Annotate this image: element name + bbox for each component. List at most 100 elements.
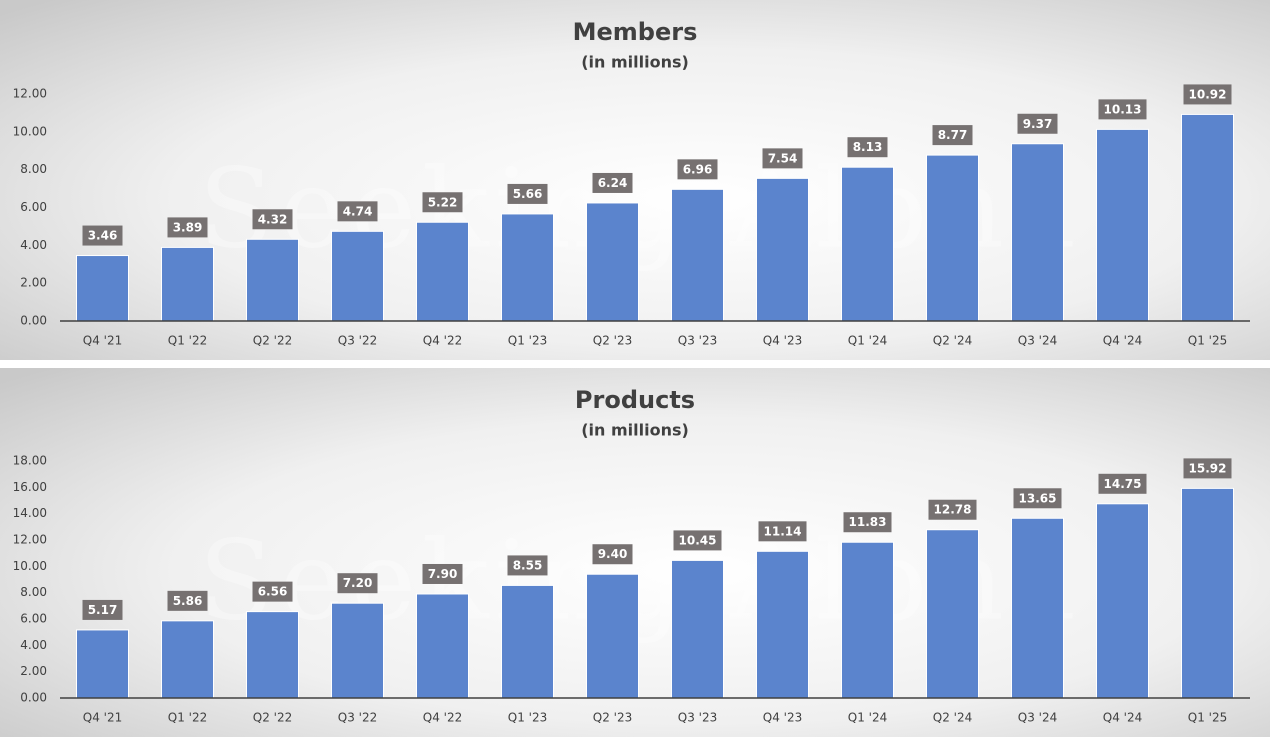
value-label: 8.77: [938, 128, 968, 142]
bar: [926, 154, 979, 322]
value-label-box: [847, 137, 888, 158]
value-label: 7.90: [428, 567, 458, 581]
x-tick-label: Q2 '24: [933, 711, 972, 725]
value-label: 13.65: [1019, 491, 1057, 505]
value-label-box: [82, 225, 123, 246]
y-tick-label: 6.00: [20, 612, 47, 626]
value-label: 10.45: [679, 533, 717, 547]
value-label-box: [252, 581, 293, 602]
y-tick-label: 12.00: [13, 533, 47, 547]
x-tick-label: Q3 '24: [1018, 711, 1057, 725]
value-label: 7.54: [768, 151, 798, 165]
y-tick-label: 12.00: [13, 87, 47, 101]
x-tick-label: Q3 '24: [1018, 334, 1057, 348]
bar: [1096, 128, 1149, 322]
value-label: 15.92: [1189, 461, 1227, 475]
x-tick-label: Q1 '23: [508, 334, 547, 348]
value-label-box: [758, 521, 807, 542]
value-label-box: [422, 563, 463, 584]
x-tick-label: Q1 '22: [168, 711, 207, 725]
bar: [76, 255, 129, 322]
value-label-box: [252, 209, 293, 230]
bar: [756, 177, 809, 322]
value-label: 8.55: [513, 558, 543, 572]
x-tick-label: Q4 '22: [423, 711, 462, 725]
value-label: 14.75: [1104, 477, 1142, 491]
bar: [1181, 113, 1234, 322]
value-label-box: [337, 573, 378, 594]
bar: [161, 620, 214, 699]
value-label-box: [82, 599, 123, 620]
bar: [586, 573, 639, 699]
y-tick-label: 4.00: [20, 238, 47, 252]
value-label-box: [677, 159, 718, 180]
bar: [926, 529, 979, 699]
value-label-box: [507, 555, 548, 576]
x-tick-label: Q4 '24: [1103, 711, 1142, 725]
bar: [1096, 503, 1149, 699]
x-tick-label: Q2 '23: [593, 711, 632, 725]
y-tick-label: 0.00: [20, 691, 47, 705]
x-tick-label: Q3 '22: [338, 334, 377, 348]
bar: [246, 611, 299, 699]
bar: [501, 213, 554, 322]
value-label-box: [507, 183, 548, 204]
y-tick-label: 0.00: [20, 314, 47, 328]
bar: [161, 246, 214, 322]
bar: [1011, 517, 1064, 699]
bar: [76, 629, 129, 699]
x-tick-label: Q2 '22: [253, 711, 292, 725]
y-tick-label: 18.00: [13, 454, 47, 468]
value-label-box: [167, 590, 208, 611]
value-label: 7.20: [343, 576, 373, 590]
y-tick-label: 8.00: [20, 585, 47, 599]
chart-subtitle: (in millions): [581, 421, 689, 440]
chart-title: Members: [573, 18, 698, 46]
value-label-box: [592, 544, 633, 565]
x-tick-label: Q1 '25: [1188, 334, 1227, 348]
value-label-box: [592, 172, 633, 193]
value-label-box: [843, 512, 892, 533]
chart-title: Products: [575, 386, 695, 414]
value-label: 9.37: [1023, 117, 1053, 131]
value-label: 3.89: [173, 220, 203, 234]
chart-subtitle: (in millions): [581, 53, 689, 72]
x-tick-label: Q1 '25: [1188, 711, 1227, 725]
value-label-box: [762, 148, 803, 169]
x-tick-label: Q4 '23: [763, 334, 802, 348]
value-label: 11.83: [849, 515, 887, 529]
value-label: 11.14: [764, 524, 802, 538]
x-tick-label: Q1 '24: [848, 334, 887, 348]
value-label-box: [1017, 113, 1058, 134]
value-label: 6.96: [683, 162, 713, 176]
bar: [416, 593, 469, 699]
value-label-box: [167, 217, 208, 238]
y-tick-label: 4.00: [20, 638, 47, 652]
y-tick-label: 2.00: [20, 664, 47, 678]
value-label-box: [422, 192, 463, 213]
y-tick-label: 2.00: [20, 276, 47, 290]
y-tick-label: 8.00: [20, 162, 47, 176]
value-label: 3.46: [88, 229, 118, 243]
x-tick-label: Q4 '21: [83, 334, 122, 348]
value-label: 4.74: [343, 204, 373, 218]
bar: [416, 221, 469, 322]
x-tick-label: Q3 '23: [678, 711, 717, 725]
value-label: 9.40: [598, 547, 628, 561]
value-label-box: [1183, 84, 1232, 105]
bar: [246, 238, 299, 322]
value-label: 8.13: [853, 140, 883, 154]
bar: [841, 166, 894, 322]
x-tick-label: Q2 '22: [253, 334, 292, 348]
x-tick-label: Q4 '24: [1103, 334, 1142, 348]
value-label-box: [928, 499, 977, 520]
bar: [1011, 143, 1064, 322]
bar: [671, 188, 724, 322]
x-tick-label: Q2 '23: [593, 334, 632, 348]
y-tick-label: 14.00: [13, 506, 47, 520]
bar: [586, 202, 639, 322]
x-tick-label: Q4 '22: [423, 334, 462, 348]
x-tick-label: Q1 '24: [848, 711, 887, 725]
value-label: 6.56: [258, 585, 288, 599]
